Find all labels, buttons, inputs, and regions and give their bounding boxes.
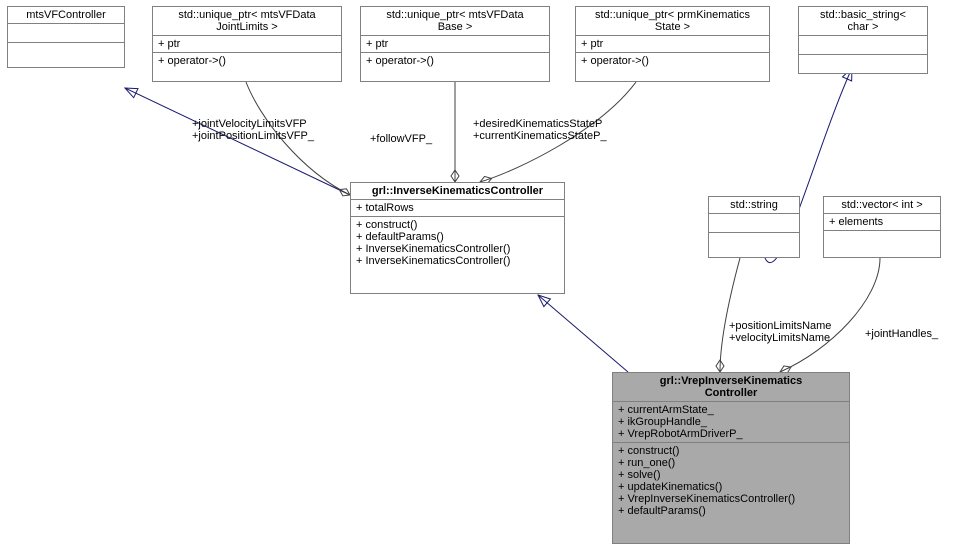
op-line: + run_one() xyxy=(618,457,844,469)
edge-label-line: +currentKinematicsStateP_ xyxy=(473,130,607,142)
edge-label-line: +desiredKinematicsStateP xyxy=(473,118,607,130)
attr-line: + ikGroupHandle_ xyxy=(618,416,844,428)
class-attributes: + ptr xyxy=(361,36,549,53)
op-line: + VrepInverseKinematicsController() xyxy=(618,493,844,505)
class-operations: + construct()+ defaultParams()+ InverseK… xyxy=(351,217,564,269)
class-operations: + operator->() xyxy=(153,53,341,69)
class-attributes: + currentArmState_+ ikGroupHandle_+ Vrep… xyxy=(613,402,849,443)
op-line: + construct() xyxy=(356,219,559,231)
class-box-InverseKinematicsController[interactable]: grl::InverseKinematicsController+ totalR… xyxy=(350,182,565,294)
class-attributes xyxy=(709,214,799,233)
class-title[interactable]: mtsVFController xyxy=(8,7,124,24)
class-operations: + operator->() xyxy=(361,53,549,69)
edge-label: +desiredKinematicsStateP+currentKinemati… xyxy=(473,118,607,142)
edge-label: +jointHandles_ xyxy=(865,328,938,340)
edge-label: +followVFP_ xyxy=(370,133,432,145)
class-attributes: + ptr xyxy=(576,36,769,53)
class-attributes xyxy=(799,36,927,55)
class-box-uptr_mtsVFDataJointLimits[interactable]: std::unique_ptr< mtsVFData JointLimits >… xyxy=(152,6,342,82)
edge-assoc-7 xyxy=(780,258,880,372)
class-box-std_vector_int[interactable]: std::vector< int >+ elements xyxy=(823,196,941,258)
edge-label-line: +jointVelocityLimitsVFP xyxy=(192,118,314,130)
class-title[interactable]: std::unique_ptr< mtsVFData JointLimits > xyxy=(153,7,341,36)
op-line: + solve() xyxy=(618,469,844,481)
op-line: + InverseKinematicsController() xyxy=(356,243,559,255)
class-operations xyxy=(824,231,940,249)
edge-label-line: +followVFP_ xyxy=(370,133,432,145)
class-title[interactable]: std::vector< int > xyxy=(824,197,940,214)
attr-line: + elements xyxy=(829,216,935,228)
attr-line: + ptr xyxy=(366,38,544,50)
edge-label-line: +positionLimitsName xyxy=(729,320,831,332)
class-title[interactable]: std::string xyxy=(709,197,799,214)
edge-label-line: +jointHandles_ xyxy=(865,328,938,340)
class-operations xyxy=(8,43,124,61)
op-line: + defaultParams() xyxy=(618,505,844,517)
op-line: + operator->() xyxy=(581,55,764,67)
attr-line: + totalRows xyxy=(356,202,559,214)
edge-assoc-6 xyxy=(720,258,740,372)
class-title[interactable]: std::basic_string< char > xyxy=(799,7,927,36)
op-line: + operator->() xyxy=(366,55,544,67)
class-box-VrepInverseKinematicsController[interactable]: grl::VrepInverseKinematics Controller+ c… xyxy=(612,372,850,544)
edge-inherit-1 xyxy=(538,295,628,372)
op-line: + operator->() xyxy=(158,55,336,67)
class-title[interactable]: grl::VrepInverseKinematics Controller xyxy=(613,373,849,402)
op-line: + updateKinematics() xyxy=(618,481,844,493)
class-operations: + operator->() xyxy=(576,53,769,69)
class-title[interactable]: grl::InverseKinematicsController xyxy=(351,183,564,200)
class-box-std_string[interactable]: std::string xyxy=(708,196,800,258)
edge-label: +positionLimitsName+velocityLimitsName xyxy=(729,320,831,344)
op-line: + defaultParams() xyxy=(356,231,559,243)
class-box-uptr_prmKinematicsState[interactable]: std::unique_ptr< prmKinematics State >+ … xyxy=(575,6,770,82)
class-attributes: + elements xyxy=(824,214,940,231)
class-operations xyxy=(799,55,927,73)
class-attributes: + ptr xyxy=(153,36,341,53)
class-operations: + construct()+ run_one()+ solve()+ updat… xyxy=(613,443,849,519)
class-box-basic_string_char[interactable]: std::basic_string< char > xyxy=(798,6,928,74)
class-attributes: + totalRows xyxy=(351,200,564,217)
class-title[interactable]: std::unique_ptr< prmKinematics State > xyxy=(576,7,769,36)
edge-label: +jointVelocityLimitsVFP+jointPositionLim… xyxy=(192,118,314,142)
edge-label-line: +jointPositionLimitsVFP_ xyxy=(192,130,314,142)
attr-line: + VrepRobotArmDriverP_ xyxy=(618,428,844,440)
edge-label-line: +velocityLimitsName xyxy=(729,332,831,344)
class-title[interactable]: std::unique_ptr< mtsVFData Base > xyxy=(361,7,549,36)
op-line: + construct() xyxy=(618,445,844,457)
attr-line: + ptr xyxy=(581,38,764,50)
class-box-mtsVFController[interactable]: mtsVFController xyxy=(7,6,125,68)
op-line: + InverseKinematicsController() xyxy=(356,255,559,267)
attr-line: + currentArmState_ xyxy=(618,404,844,416)
attr-line: + ptr xyxy=(158,38,336,50)
class-attributes xyxy=(8,24,124,43)
class-box-uptr_mtsVFDataBase[interactable]: std::unique_ptr< mtsVFData Base >+ ptr+ … xyxy=(360,6,550,82)
class-operations xyxy=(709,233,799,251)
